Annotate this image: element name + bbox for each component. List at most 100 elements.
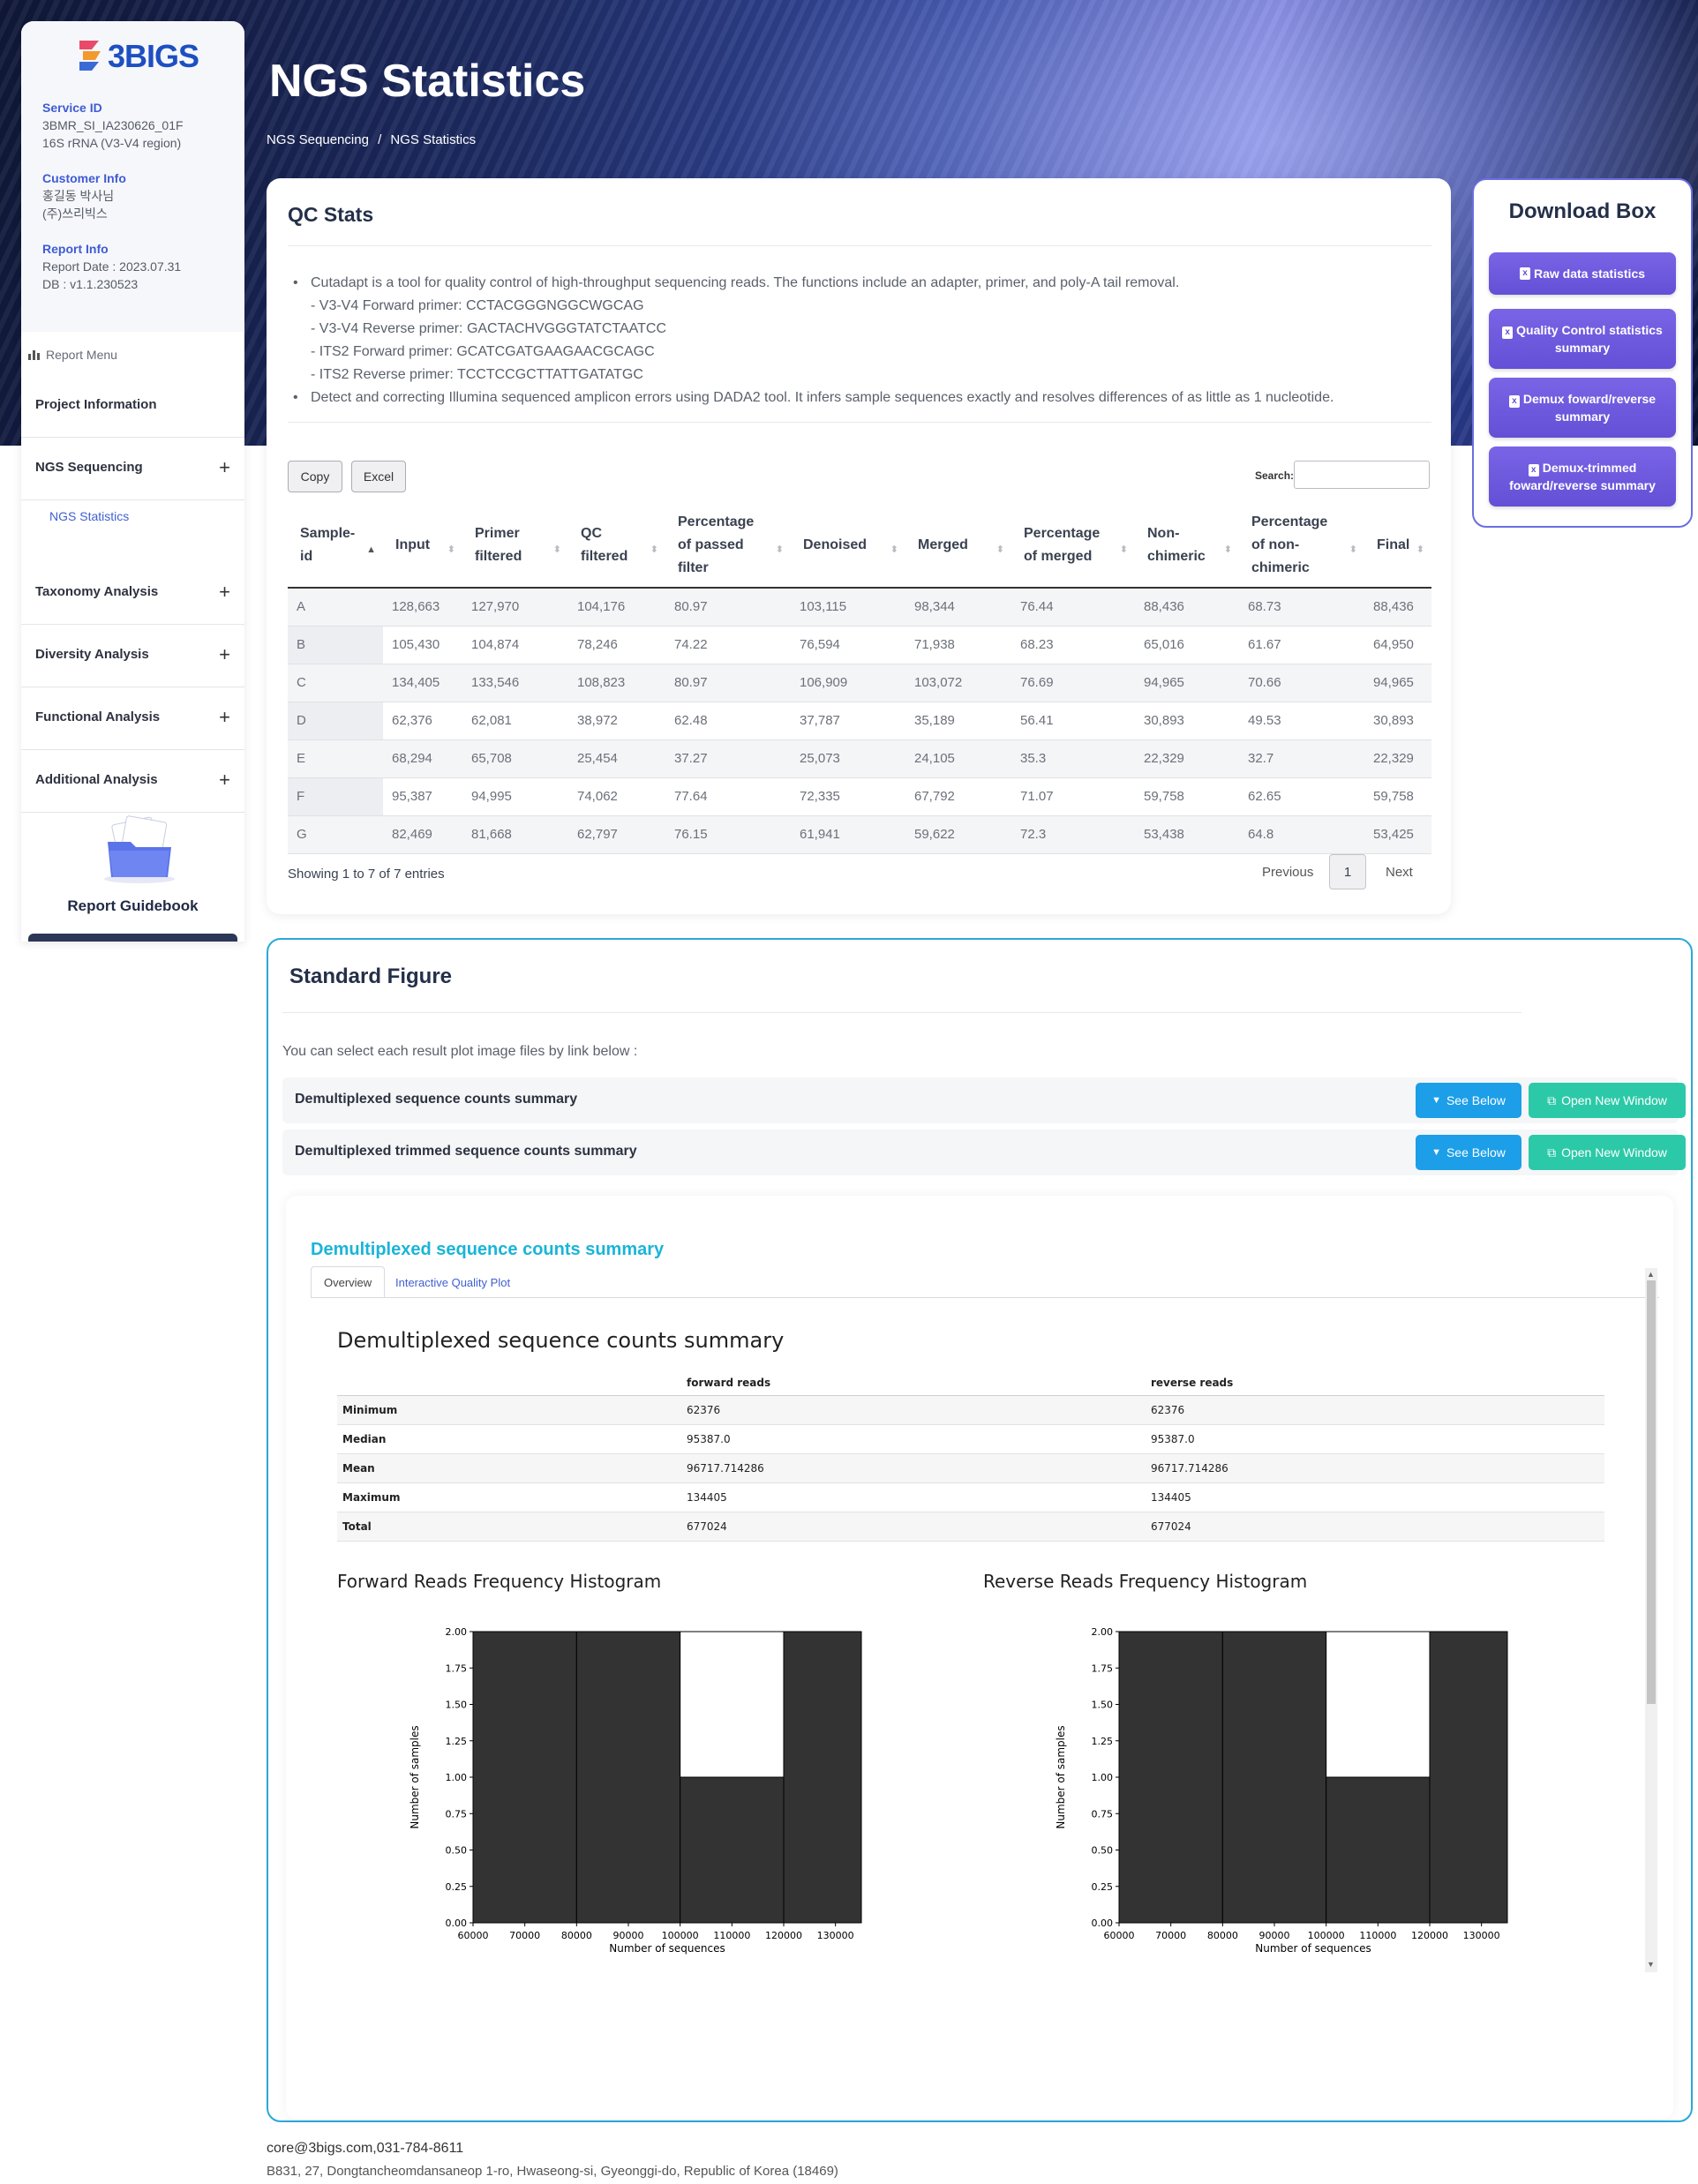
col-header-non-chimeric[interactable]: Non-chimeric ⬍ xyxy=(1135,503,1239,589)
download-qc-summary-button[interactable]: x Quality Control statistics summary xyxy=(1489,309,1676,369)
cell: 104,176 xyxy=(568,588,665,627)
col-header-qc-filtered[interactable]: QC filtered ⬍ xyxy=(568,503,665,589)
cell: 64.8 xyxy=(1239,815,1364,854)
summary-row: Maximum 134405 134405 xyxy=(337,1482,1604,1512)
x-tick-label: 60000 xyxy=(1104,1930,1135,1941)
figure-link-label: Demultiplexed trimmed sequence counts su… xyxy=(295,1144,637,1159)
viewer-scrollbar-thumb[interactable] xyxy=(1647,1280,1656,1704)
cell: 59,758 xyxy=(1135,777,1239,816)
download-demux-summary-button[interactable]: x Demux foward/reverse summary xyxy=(1489,378,1676,438)
y-tick-label: 0.50 xyxy=(446,1845,468,1857)
cell: 56.41 xyxy=(1011,702,1135,740)
y-tick-label: 1.50 xyxy=(446,1700,468,1711)
primer-line: - ITS2 Forward primer: GCATCGATGAAGAACGC… xyxy=(311,344,655,359)
x-axis-label: Number of sequences xyxy=(1255,1942,1371,1955)
y-tick-label: 1.75 xyxy=(1092,1662,1114,1674)
report-menu-heading: Report Menu xyxy=(28,348,117,362)
x-tick-label: 130000 xyxy=(817,1930,854,1941)
menu-functional-analysis[interactable]: Functional Analysis + xyxy=(21,688,244,750)
summary-row: Mean 96717.714286 96717.714286 xyxy=(337,1453,1604,1483)
cell: 32.7 xyxy=(1239,739,1364,778)
cell: 76.15 xyxy=(665,815,791,854)
submenu-ngs-statistics[interactable]: NGS Statistics xyxy=(49,509,130,523)
cell: 82,469 xyxy=(383,815,462,854)
cell: 95387.0 xyxy=(681,1424,1146,1454)
expand-plus-icon[interactable]: + xyxy=(219,643,230,665)
see-below-button[interactable]: ▼ See Below xyxy=(1416,1083,1521,1118)
histogram-bar xyxy=(1429,1631,1508,1924)
cell: 105,430 xyxy=(383,626,462,664)
cell: 37.27 xyxy=(665,739,791,778)
report-guidebook-link[interactable]: Report Guidebook xyxy=(67,897,199,914)
tab-overview[interactable]: Overview xyxy=(311,1266,386,1298)
cell: 74,062 xyxy=(568,777,665,816)
reverse-histogram-title: Reverse Reads Frequency Histogram xyxy=(983,1571,1308,1592)
cell: 49.53 xyxy=(1239,702,1364,740)
sidebar-bottom-bar xyxy=(28,934,237,942)
col-header-input[interactable]: Input ⬍ xyxy=(383,503,462,589)
summary-row: Median 95387.0 95387.0 xyxy=(337,1424,1604,1454)
primer-line: - ITS2 Reverse primer: TCCTCCGCTTATTGATA… xyxy=(311,367,643,382)
previous-page-button[interactable]: Previous xyxy=(1262,865,1314,880)
menu-item-label: NGS Sequencing xyxy=(35,460,143,475)
cell-sample-id: F xyxy=(288,777,383,816)
table-row: E 68,294 65,708 25,454 37.27 25,073 24,105 35.3… xyxy=(288,739,1431,778)
cell: 103,115 xyxy=(791,588,905,627)
search-input[interactable] xyxy=(1294,461,1430,489)
table-row: D 62,376 62,081 38,972 62.48 37,787 35,189 56.4… xyxy=(288,702,1431,740)
download-demux-trimmed-button[interactable]: x Demux-trimmed foward/reverse summary xyxy=(1489,447,1676,507)
scroll-down-icon[interactable]: ▼ xyxy=(1647,1960,1655,1969)
primer-line: - V3-V4 Forward primer: CCTACGGGNGGCWGCA… xyxy=(311,298,644,313)
open-new-window-button[interactable]: ⧉ Open New Window xyxy=(1529,1083,1686,1118)
page-1-button[interactable]: 1 xyxy=(1329,854,1366,889)
folder-icon[interactable] xyxy=(95,815,184,884)
menu-ngs-sequencing[interactable]: NGS Sequencing + xyxy=(21,439,244,500)
see-below-button[interactable]: ▼ See Below xyxy=(1416,1135,1521,1170)
expand-plus-icon[interactable]: + xyxy=(219,769,230,791)
col-header-sample-id[interactable]: Sample-id ▲ xyxy=(288,503,383,589)
primer-line: - V3-V4 Reverse primer: GACTACHVGGGTATCT… xyxy=(311,321,667,336)
x-tick-label: 80000 xyxy=(561,1930,592,1941)
col-header-passed-filter[interactable]: Percentage of passed filter ⬍ xyxy=(665,503,791,589)
cell: 128,663 xyxy=(383,588,462,627)
footer-contact[interactable]: core@3bigs.com,031-784-8611 xyxy=(267,2141,464,2156)
scroll-up-icon[interactable]: ▲ xyxy=(1647,1270,1655,1279)
y-tick-label: 1.00 xyxy=(446,1772,468,1783)
breadcrumb-ngs-sequencing[interactable]: NGS Sequencing xyxy=(267,132,369,147)
summary-table: forward reads reverse reads Minimum 62376… xyxy=(337,1370,1604,1542)
col-header-final[interactable]: Final ⬍ xyxy=(1364,503,1431,589)
expand-plus-icon[interactable]: + xyxy=(219,581,230,603)
menu-additional-analysis[interactable]: Additional Analysis + xyxy=(21,751,244,813)
cell: 71,938 xyxy=(905,626,1011,664)
histogram-bar xyxy=(472,1631,577,1924)
col-header-denoised[interactable]: Denoised ⬍ xyxy=(791,503,905,589)
figure-viewer-panel: Demultiplexed sequence counts summary Ov… xyxy=(286,1196,1673,2119)
expand-plus-icon[interactable]: + xyxy=(219,706,230,728)
divider xyxy=(282,1012,1521,1013)
cell: 59,622 xyxy=(905,815,1011,854)
excel-button[interactable]: Excel xyxy=(351,461,406,492)
download-raw-data-button[interactable]: x Raw data statistics xyxy=(1489,252,1676,295)
summary-col-forward: forward reads xyxy=(681,1370,1146,1396)
menu-taxonomy-analysis[interactable]: Taxonomy Analysis + xyxy=(21,563,244,625)
col-header-merged[interactable]: Merged ⬍ xyxy=(905,503,1011,589)
next-page-button[interactable]: Next xyxy=(1386,865,1413,880)
service-id-line-1: 3BMR_SI_IA230626_01F xyxy=(42,118,184,132)
x-tick-label: 120000 xyxy=(765,1930,802,1941)
logo[interactable]: 3BIGS xyxy=(76,35,199,74)
col-header-percentage-merged[interactable]: Percentage of merged ⬍ xyxy=(1011,503,1135,589)
qc-stats-table: Sample-id ▲ Input ⬍ Primer filtered ⬍ QC fi… xyxy=(288,503,1431,854)
page-title: NGS Statistics xyxy=(269,56,586,107)
expand-plus-icon[interactable]: + xyxy=(219,456,230,478)
copy-button[interactable]: Copy xyxy=(288,461,342,492)
col-header-primer-filtered[interactable]: Primer filtered ⬍ xyxy=(462,503,568,589)
project-info-panel: 3BIGS Service ID 3BMR_SI_IA230626_01F 16… xyxy=(21,21,244,332)
cell: 74.22 xyxy=(665,626,791,664)
tab-interactive-quality-plot[interactable]: Interactive Quality Plot xyxy=(395,1275,511,1289)
col-header-percentage-non-chimeric[interactable]: Percentage of non-chimeric ⬍ xyxy=(1239,503,1364,589)
logo-mark-icon xyxy=(79,41,101,71)
menu-diversity-analysis[interactable]: Diversity Analysis + xyxy=(21,626,244,687)
customer-line-2: (주)쓰리빅스 xyxy=(42,206,108,221)
menu-project-information[interactable]: Project Information xyxy=(21,376,244,438)
open-new-window-button[interactable]: ⧉ Open New Window xyxy=(1529,1135,1686,1170)
